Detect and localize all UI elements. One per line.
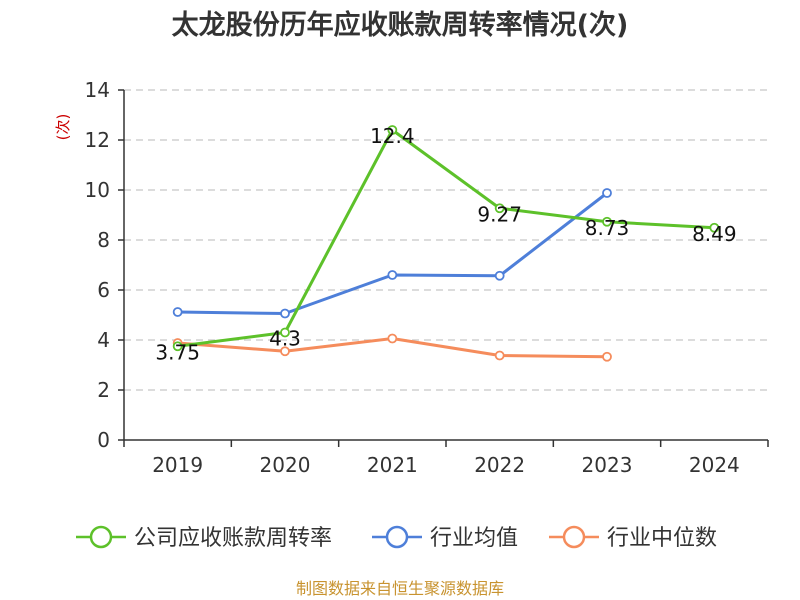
legend-marker-1: [385, 525, 409, 549]
x-tick-label: 2023: [582, 453, 633, 477]
data-point-1: [280, 308, 290, 319]
data-point-0: [602, 216, 612, 227]
legend-marker-0: [89, 525, 113, 549]
data-label: 12.4: [370, 124, 415, 148]
data-point-1: [494, 270, 505, 281]
data-point-0: [494, 203, 505, 214]
series-line-0: [177, 128, 715, 348]
y-tick-label: 8: [97, 228, 110, 252]
y-tick-label: 0: [97, 428, 110, 452]
data-point-0: [387, 125, 398, 135]
data-point-0: [280, 327, 290, 338]
data-point-2: [494, 350, 505, 361]
data-point-2: [387, 333, 398, 344]
data-label: 3.75: [155, 340, 200, 364]
legend: 公司应收账款周转率 行业均值 行业中位数: [76, 525, 717, 551]
series-layer: [172, 125, 720, 362]
data-label: 4.3: [269, 327, 301, 351]
axes: 0 2 4 6 8 10 12 14 2019 2020 2021 2022 2023 2024: [85, 78, 769, 477]
data-point-0: [709, 222, 720, 233]
chart-title: 太龙股份历年应收账款周转率情况(次): [172, 9, 629, 41]
x-tick-label: 2022: [474, 453, 525, 477]
data-point-2: [602, 351, 612, 362]
data-label: 8.73: [585, 216, 630, 240]
legend-label-1: 行业均值: [430, 526, 518, 551]
x-tick-label: 2019: [152, 453, 203, 477]
legend-label-2: 行业中位数: [607, 526, 717, 551]
y-axis-label: (次): [54, 114, 72, 141]
legend-label-0: 公司应收账款周转率: [134, 526, 332, 551]
x-tick-label: 2021: [367, 453, 418, 477]
data-point-0: [172, 341, 183, 352]
x-tick-label: 2020: [260, 453, 311, 477]
data-point-2: [280, 346, 290, 357]
data-point-1: [172, 307, 183, 317]
y-tick-label: 10: [85, 178, 110, 202]
source-note: 制图数据来自恒生聚源数据库: [296, 579, 504, 598]
legend-marker-2: [562, 525, 586, 549]
data-label: 8.49: [692, 222, 737, 246]
data-label: 9.27: [477, 202, 522, 226]
data-point-1: [387, 270, 398, 280]
y-tick-label: 6: [97, 278, 110, 302]
data-labels: 3.75 4.3 12.4 9.27 8.73 8.49: [155, 124, 736, 364]
y-tick-label: 12: [85, 128, 110, 152]
y-tick-label: 14: [85, 78, 110, 102]
series-line-1: [177, 191, 608, 315]
data-point-1: [602, 188, 612, 198]
y-tick-label: 2: [97, 378, 110, 402]
y-tick-label: 4: [97, 328, 110, 352]
x-tick-label: 2024: [689, 453, 740, 477]
